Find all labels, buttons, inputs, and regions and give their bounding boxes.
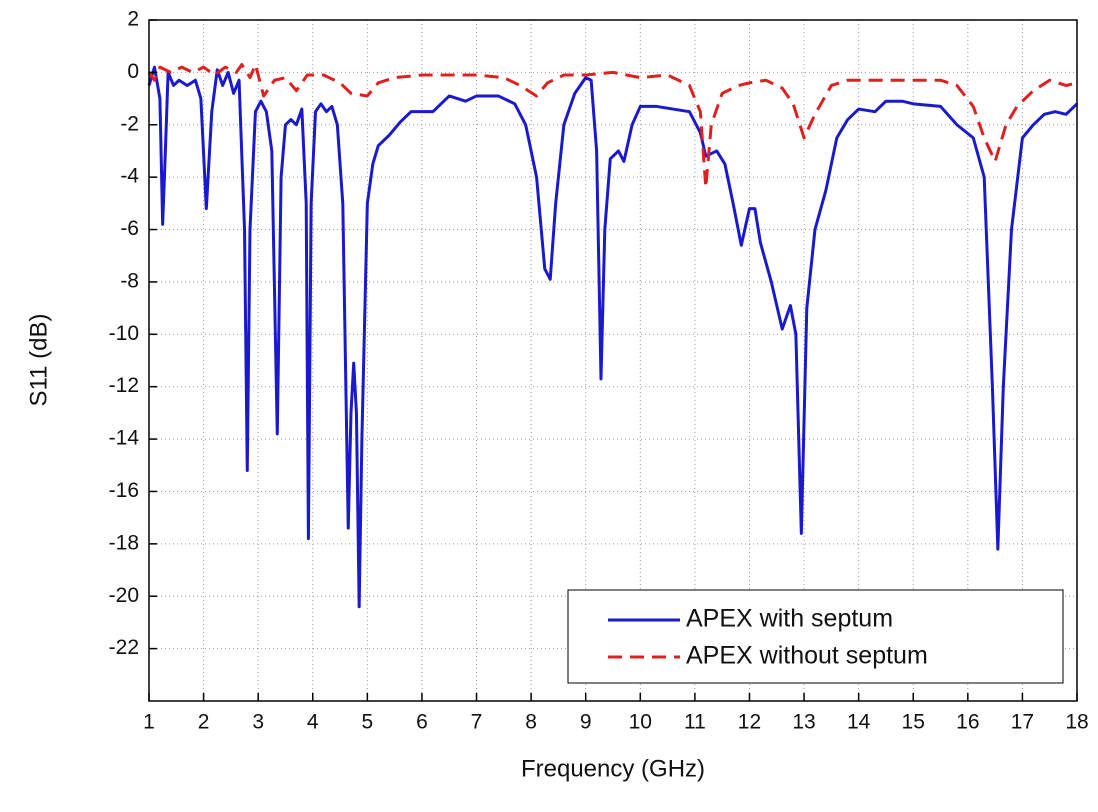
x-tick-label: 15 xyxy=(902,711,925,734)
y-axis-title: S11 (dB) xyxy=(25,314,52,407)
y-tick-label: -12 xyxy=(109,374,139,397)
x-tick-label: 18 xyxy=(1065,711,1088,734)
legend-box xyxy=(567,589,1064,684)
x-axis-title: Frequency (GHz) xyxy=(521,755,705,782)
series-line xyxy=(147,65,1079,609)
x-tick-label: 7 xyxy=(471,711,483,734)
legend: APEX with septum APEX without septum xyxy=(567,589,1064,684)
x-tick-label: 10 xyxy=(629,711,652,734)
x-tick-label: 8 xyxy=(525,711,537,734)
x-tick-label: 5 xyxy=(362,711,374,734)
x-tick-label: 6 xyxy=(416,711,428,734)
legend-label: APEX without septum xyxy=(686,642,928,670)
x-tick-label: 14 xyxy=(847,711,871,734)
y-tick-label: 2 xyxy=(127,8,139,31)
y-tick-label: -22 xyxy=(109,636,139,659)
x-tick-label: 3 xyxy=(252,711,264,734)
x-tick-label: 12 xyxy=(738,711,761,734)
y-tick-label: -6 xyxy=(120,217,139,240)
x-tick-label: 17 xyxy=(1011,711,1034,734)
x-tick-label: 1 xyxy=(143,711,155,734)
x-tick-label: 4 xyxy=(307,711,319,734)
legend-label: APEX with septum xyxy=(686,605,893,633)
ticks: 1 2 3 4 5 6 7 8 9 10 11 12 13 14 15 16 17 1820-2-4-6-8-10… xyxy=(109,8,1089,734)
series-line xyxy=(147,63,1078,190)
y-tick-label: -10 xyxy=(109,322,139,345)
y-tick-label: -2 xyxy=(120,112,139,135)
plot-frame xyxy=(148,19,1078,702)
x-tick-label: 11 xyxy=(684,711,706,734)
x-tick-label: 2 xyxy=(198,711,210,734)
y-tick-label: -18 xyxy=(109,531,139,554)
y-tick-label: -8 xyxy=(120,269,139,292)
y-tick-label: -20 xyxy=(109,584,139,607)
y-tick-label: 0 xyxy=(127,60,139,83)
y-tick-label: -16 xyxy=(109,479,139,502)
y-tick-label: -4 xyxy=(120,165,139,188)
x-tick-label: 13 xyxy=(792,711,815,734)
x-tick-label: 9 xyxy=(580,711,592,734)
y-tick-label: -14 xyxy=(109,427,140,450)
plot-lines xyxy=(147,63,1079,609)
x-tick-label: 16 xyxy=(956,711,979,734)
